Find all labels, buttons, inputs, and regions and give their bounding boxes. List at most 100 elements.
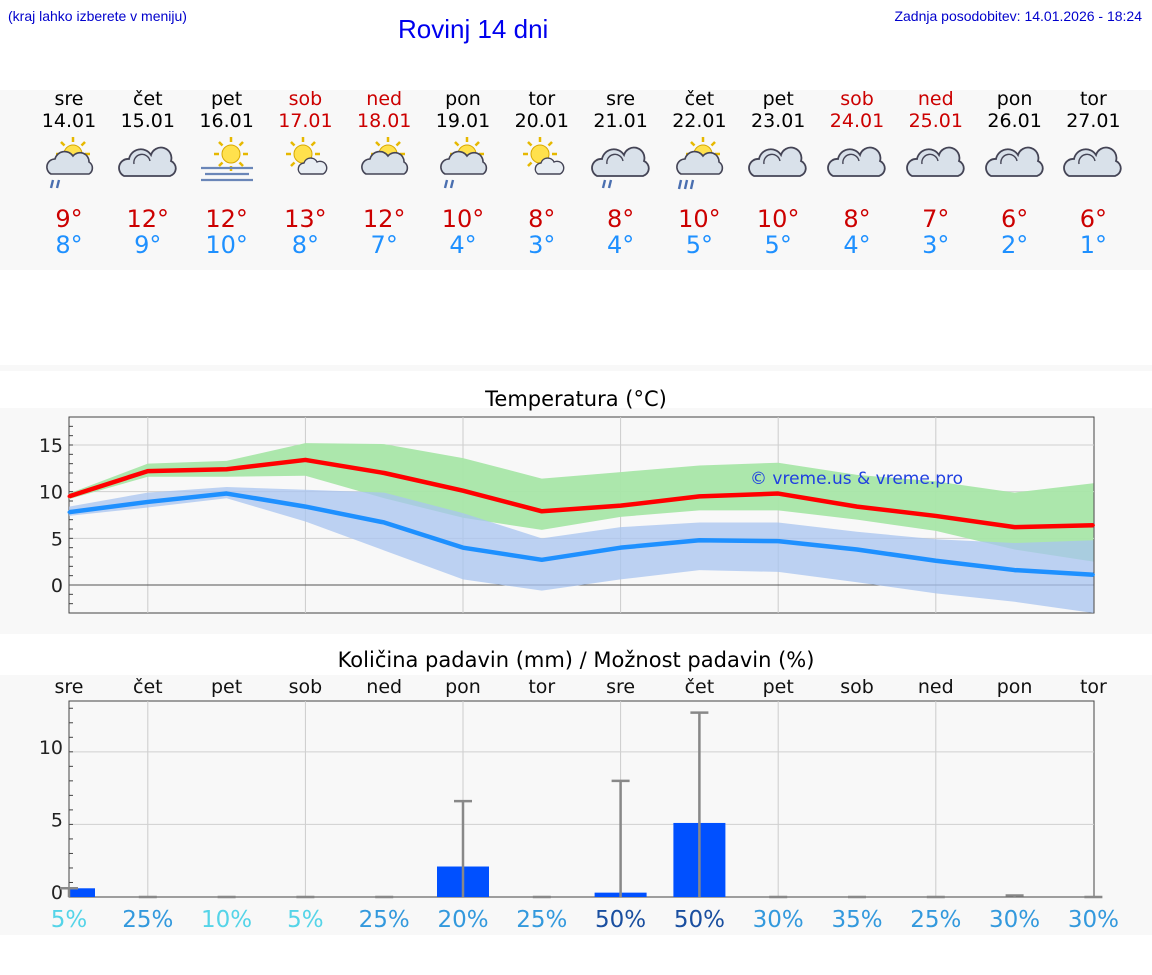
y-tick-label: 15 bbox=[39, 435, 63, 457]
max-temperature: 8° bbox=[843, 205, 871, 233]
day-date: 23.01 bbox=[750, 110, 806, 132]
min-temperature-point bbox=[1013, 568, 1017, 572]
day-date: 19.01 bbox=[435, 110, 491, 132]
cloudy-icon bbox=[984, 146, 1044, 177]
day-column: ned 18.01 12° 7° bbox=[344, 88, 424, 258]
cloudy-icon bbox=[905, 146, 965, 177]
min-temperature-point bbox=[382, 520, 386, 524]
min-temperature: 1° bbox=[1079, 231, 1108, 259]
x-day-label: sre bbox=[55, 676, 84, 698]
cloudy-icon bbox=[117, 146, 177, 177]
min-temperature: 3° bbox=[528, 231, 556, 259]
forecast-strip bbox=[0, 90, 1152, 270]
max-temperature: 10° bbox=[441, 205, 485, 233]
precipitation-probability-label: 30% bbox=[1068, 907, 1119, 933]
precipitation-plot-area bbox=[68, 700, 1095, 898]
day-name: tor bbox=[528, 88, 556, 110]
x-day-label: tor bbox=[528, 676, 555, 698]
min-temperature: 8° bbox=[291, 231, 320, 259]
precipitation-probability-label: 50% bbox=[595, 907, 646, 933]
x-day-label: tor bbox=[1080, 676, 1107, 698]
max-temperature-point bbox=[1013, 525, 1017, 529]
max-temperature-point bbox=[382, 471, 386, 475]
min-temperature: 10° bbox=[205, 231, 248, 259]
min-temperature: 5° bbox=[685, 231, 714, 259]
min-temperature: 4° bbox=[843, 231, 871, 259]
day-date: 20.01 bbox=[514, 110, 569, 132]
day-name: pon bbox=[996, 88, 1033, 110]
sun-small-cloud-icon bbox=[522, 137, 565, 175]
x-day-label: pon bbox=[445, 676, 481, 698]
max-temperature-point bbox=[776, 492, 780, 496]
watermark: © vreme.us & vreme.pro bbox=[750, 469, 963, 489]
min-temperature: 4° bbox=[449, 231, 477, 259]
x-day-label: pet bbox=[211, 676, 242, 698]
sun-cloud-rain-icon bbox=[440, 137, 488, 189]
y-tick-label: 0 bbox=[51, 882, 63, 904]
day-date: 26.01 bbox=[987, 110, 1042, 132]
day-column: čet 22.01 10° 5° bbox=[659, 88, 739, 258]
max-temperature: 13° bbox=[284, 205, 327, 233]
y-tick-label: 10 bbox=[39, 737, 63, 759]
day-name: sre bbox=[606, 88, 636, 110]
max-temperature-range-band bbox=[69, 443, 1094, 562]
max-temperature-point bbox=[934, 514, 938, 518]
day-date: 15.01 bbox=[120, 110, 175, 132]
max-temperature: 9° bbox=[55, 205, 83, 233]
day-date: 17.01 bbox=[278, 110, 333, 132]
day-name: ned bbox=[917, 88, 954, 110]
max-temperature-point bbox=[146, 469, 150, 473]
day-date: 27.01 bbox=[1066, 110, 1121, 132]
day-name: pet bbox=[762, 88, 794, 110]
precipitation-bar bbox=[69, 888, 95, 897]
min-temperature-point bbox=[67, 510, 71, 514]
max-temperature: 12° bbox=[126, 205, 170, 233]
page-title: Rovinj 14 dni bbox=[398, 14, 549, 44]
min-temperature-line bbox=[68, 491, 1094, 577]
day-date: 25.01 bbox=[908, 110, 963, 132]
y-tick-label: 10 bbox=[39, 482, 63, 504]
precipitation-probability-label: 25% bbox=[359, 907, 410, 933]
day-date: 14.01 bbox=[41, 110, 97, 132]
x-day-label: čet bbox=[133, 676, 163, 698]
max-temperature-point bbox=[619, 504, 623, 508]
max-temperature-point bbox=[461, 489, 465, 493]
precipitation-probability-label: 25% bbox=[516, 907, 567, 933]
max-temperature: 12° bbox=[362, 205, 406, 233]
precipitation-probability-label: 50% bbox=[674, 907, 725, 933]
sun-cloud-rain-icon bbox=[46, 137, 94, 189]
day-column: pet 16.01 12° 10° bbox=[187, 88, 267, 258]
max-temperature: 7° bbox=[922, 205, 950, 233]
min-temperature-point bbox=[540, 558, 544, 562]
x-day-label: pon bbox=[997, 676, 1033, 698]
day-column: čet 15.01 12° 9° bbox=[108, 88, 188, 258]
min-temperature: 2° bbox=[1000, 231, 1029, 259]
day-date: 21.01 bbox=[593, 110, 648, 132]
cloudy-icon bbox=[748, 146, 807, 177]
day-name: ned bbox=[366, 88, 403, 110]
temperature-chart-title: Temperatura (°C) bbox=[485, 387, 667, 411]
divider bbox=[0, 365, 1152, 371]
day-date: 16.01 bbox=[199, 110, 254, 132]
city-menu-hint[interactable]: (kraj lahko izberete v meniju) bbox=[8, 8, 187, 24]
day-name: tor bbox=[1079, 88, 1107, 110]
day-name: pon bbox=[445, 88, 481, 110]
day-column: sob 17.01 13° 8° bbox=[265, 88, 345, 258]
x-day-label: ned bbox=[366, 676, 402, 698]
precipitation-probability-label: 30% bbox=[753, 907, 804, 933]
max-temperature-line bbox=[68, 457, 1094, 530]
x-day-label: sob bbox=[840, 676, 874, 698]
min-temperature: 7° bbox=[370, 231, 398, 259]
precipitation-probability-label: 10% bbox=[201, 907, 252, 933]
max-temperature: 12° bbox=[205, 205, 248, 233]
min-temperature-point bbox=[303, 505, 307, 509]
min-temperature-point bbox=[855, 548, 859, 552]
x-day-label: sre bbox=[606, 676, 635, 698]
min-temperature: 4° bbox=[606, 231, 635, 259]
cloudy-icon bbox=[1063, 146, 1123, 177]
y-tick-label: 5 bbox=[51, 528, 63, 550]
day-date: 24.01 bbox=[829, 110, 885, 132]
day-name: sob bbox=[288, 88, 323, 110]
min-temperature: 3° bbox=[922, 231, 950, 259]
